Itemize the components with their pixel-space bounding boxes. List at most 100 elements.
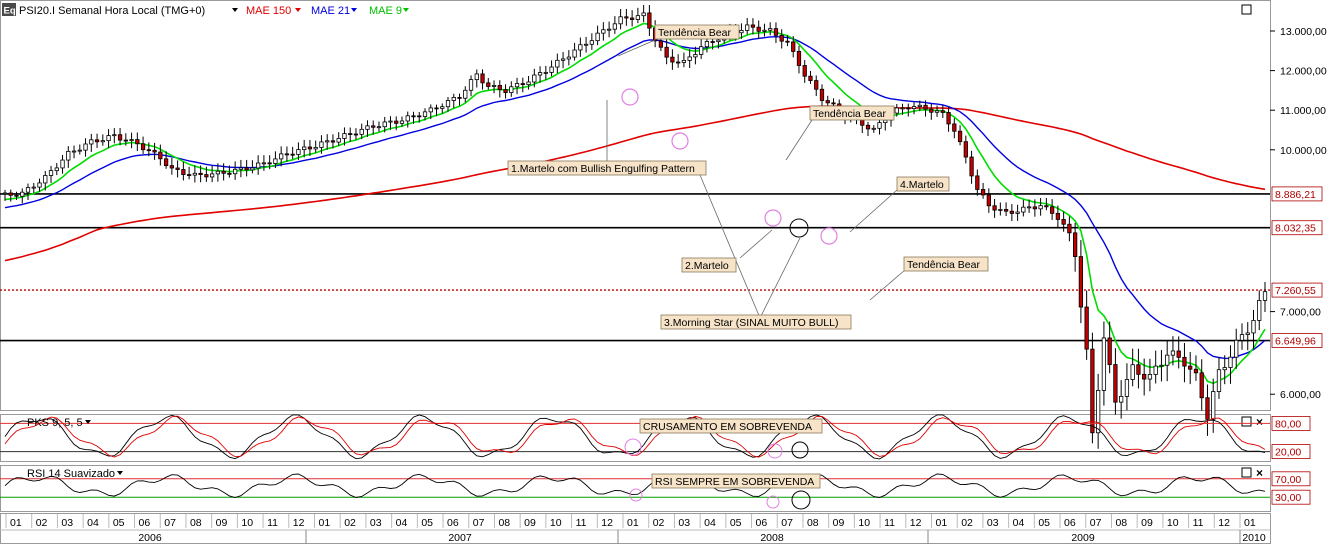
close-icon[interactable]: ×	[1256, 466, 1263, 480]
svg-text:Eq: Eq	[4, 6, 16, 17]
mae150-line	[4, 105, 1266, 262]
svg-text:CRUSAMENTO EM SOBREVENDA: CRUSAMENTO EM SOBREVENDA	[643, 421, 812, 433]
chevron-down-icon[interactable]	[403, 8, 409, 12]
candle	[83, 138, 88, 157]
candle	[129, 132, 134, 149]
candle	[1078, 240, 1084, 324]
legend-mae21[interactable]: MAE 21	[311, 5, 350, 17]
candle	[555, 53, 560, 74]
month-label: 05	[421, 517, 433, 529]
stoch-title[interactable]: PKS 9, 5, 5	[27, 417, 83, 429]
candle	[1239, 323, 1245, 350]
y-tick-label: 7.000,00	[1280, 307, 1321, 319]
annotation-martelo-2: 2.Martelo	[681, 257, 737, 273]
chevron-down-icon[interactable]	[232, 8, 238, 12]
candle	[330, 134, 336, 149]
level-badge-text: 8.032,35	[1275, 223, 1316, 235]
month-label: 06	[1064, 517, 1076, 529]
month-label: 12	[1218, 517, 1230, 529]
candle	[1142, 358, 1147, 396]
y-tick-label: 11.000,00	[1280, 105, 1326, 117]
month-label: 07	[164, 517, 176, 529]
chevron-down-icon[interactable]	[295, 8, 301, 12]
candle	[307, 140, 313, 156]
level-badge-text: 7.260,55	[1275, 285, 1316, 297]
circle-martelo-1	[621, 88, 639, 106]
candle	[238, 159, 244, 178]
candle	[814, 75, 819, 97]
stoch-header: PKS 9, 5, 5	[27, 417, 91, 429]
candle	[1205, 384, 1210, 436]
candle	[676, 54, 681, 68]
candle	[819, 84, 825, 109]
candle	[25, 183, 31, 200]
osc-level-badges: 80,00 20,00 70,00 30,00	[1271, 415, 1311, 505]
candle	[693, 46, 698, 65]
legend-mae9[interactable]: MAE 9	[369, 5, 402, 17]
y-axis: 13.000,00 12.000,00 11.000,00 10.000,00 7.00…	[1270, 26, 1327, 401]
chevron-down-icon[interactable]	[351, 8, 357, 12]
maximize-icon[interactable]	[1241, 416, 1252, 427]
candle	[1124, 363, 1130, 411]
month-label: 11	[1193, 517, 1204, 529]
candle	[325, 134, 330, 150]
candle	[975, 169, 980, 196]
annotation-text: 4.Martelo	[900, 179, 944, 191]
pattern-circles	[621, 88, 838, 245]
candle	[923, 100, 928, 117]
candle	[215, 163, 221, 182]
candle	[520, 77, 525, 93]
annotation-text: 3.Morning Star (SINAL MUITO BULL)	[664, 317, 838, 329]
chevron-down-icon[interactable]	[85, 420, 91, 424]
month-label: 01	[936, 517, 948, 529]
rsi-header: RSI 14 Suavizado	[27, 468, 123, 480]
candle	[1130, 348, 1135, 387]
candle	[1084, 290, 1089, 360]
candle	[302, 139, 307, 158]
candle	[468, 75, 474, 97]
month-label: 10	[1167, 517, 1179, 529]
maximize-icon[interactable]	[1241, 467, 1252, 478]
month-label: 07	[1090, 517, 1102, 529]
candle	[319, 135, 324, 154]
candle	[348, 127, 353, 142]
candle	[451, 93, 456, 109]
candle	[457, 93, 462, 106]
chevron-down-icon[interactable]	[117, 471, 123, 475]
candle	[589, 33, 594, 50]
candle	[802, 60, 807, 83]
rsi-title[interactable]: RSI 14 Suavizado	[27, 468, 115, 480]
svg-text:30,00: 30,00	[1275, 492, 1301, 504]
candle	[503, 84, 508, 99]
month-label: 03	[370, 517, 382, 529]
chart-title[interactable]: PSI20.I Semanal Hora Local (TMG+0)	[19, 5, 205, 17]
candle	[779, 29, 784, 49]
candle	[1176, 336, 1181, 369]
candle	[578, 37, 583, 57]
eq-icon[interactable]	[2, 3, 16, 16]
annotation-tendencia-bear-1: Tendência Bear	[654, 24, 740, 40]
month-label: 06	[447, 517, 459, 529]
candle	[342, 127, 347, 146]
y-tick-label: 13.000,00	[1280, 26, 1327, 38]
candle	[1234, 328, 1239, 369]
candle	[1026, 199, 1032, 213]
level-badge	[1271, 220, 1323, 236]
candle	[595, 25, 600, 46]
candle	[313, 140, 318, 153]
maximize-icon[interactable]	[1241, 4, 1252, 15]
circle-morning-star	[789, 218, 809, 238]
svg-text:80,00: 80,00	[1275, 418, 1301, 430]
candle	[227, 165, 232, 178]
close-icon[interactable]: ×	[1256, 415, 1263, 429]
candle	[1182, 342, 1187, 383]
candle	[417, 111, 422, 123]
legend-mae150[interactable]: MAE 150	[246, 5, 291, 17]
month-label: 06	[756, 517, 768, 529]
candle	[929, 104, 934, 120]
candle	[1113, 348, 1118, 415]
candle	[543, 65, 548, 80]
candle	[1032, 199, 1037, 217]
mae21-path	[4, 35, 1266, 360]
stoch-lines	[0, 414, 1270, 460]
